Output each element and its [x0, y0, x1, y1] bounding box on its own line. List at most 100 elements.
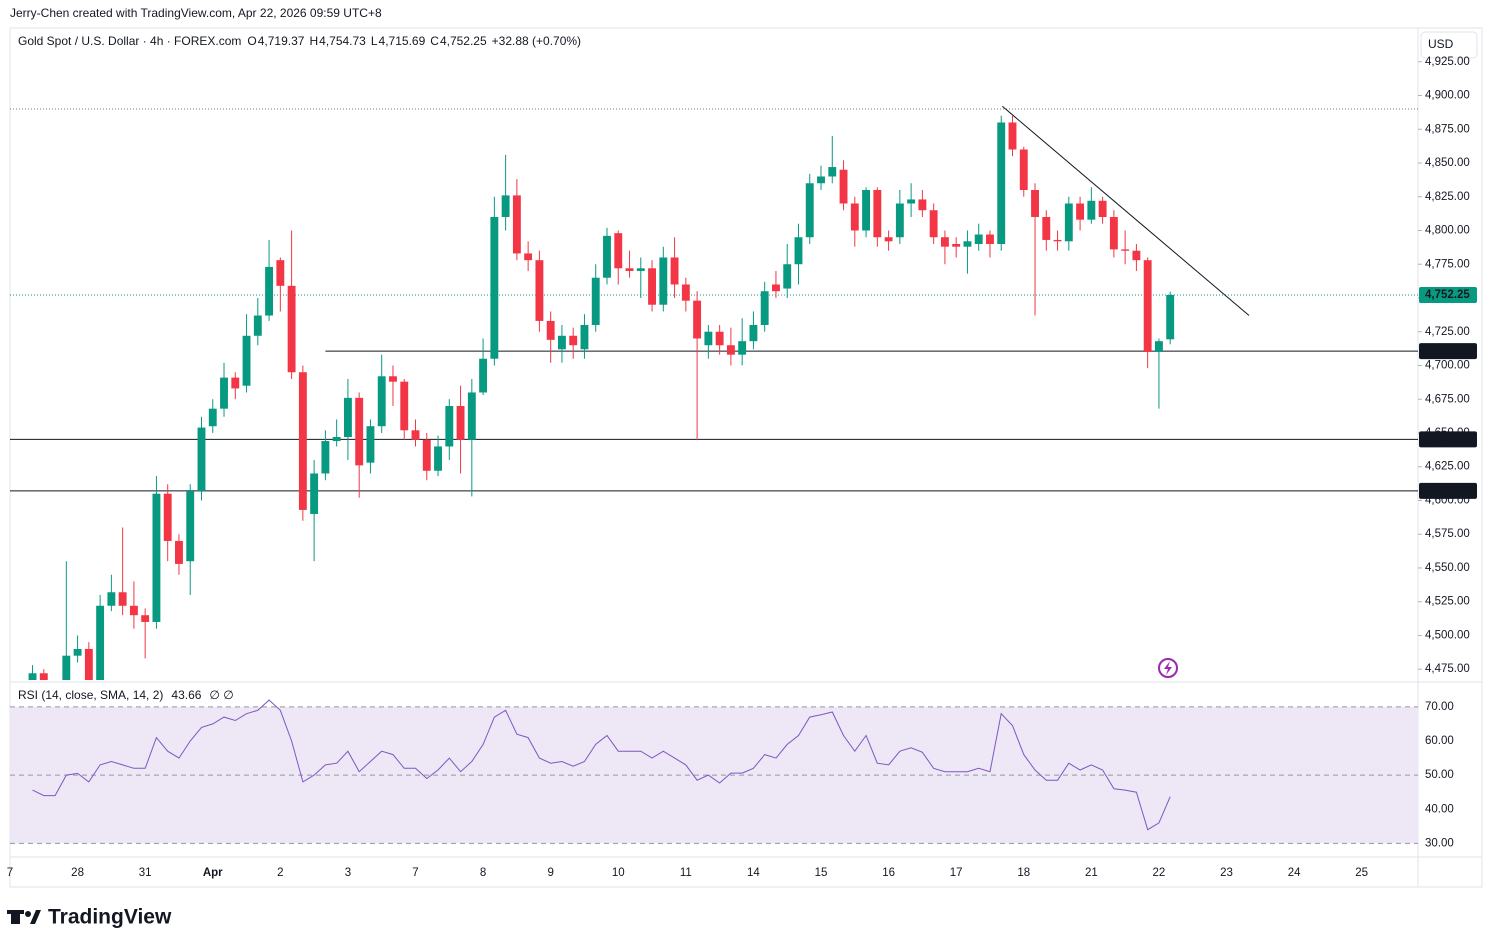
candle-body — [524, 253, 533, 261]
y-tick-label: 4,875.00 — [1425, 123, 1470, 135]
legend-value: 4,752.25 — [440, 34, 487, 48]
candle-body — [873, 189, 882, 238]
header: Jerry-Chen created with TradingView.com,… — [10, 6, 382, 20]
candle-body — [580, 324, 589, 350]
candle-body — [681, 284, 690, 301]
x-tick-label: Apr — [203, 867, 223, 879]
price-tag — [1419, 482, 1477, 499]
candle-body — [490, 216, 499, 359]
candle-body — [208, 408, 217, 427]
x-tick-label: 2 — [277, 867, 283, 879]
candle-body — [603, 235, 611, 278]
candle-body — [726, 345, 735, 355]
x-tick-label: 24 — [1288, 867, 1301, 879]
symbol: Gold Spot / U.S. Dollar · 4h · FOREX.com — [18, 34, 241, 48]
candle-body — [400, 381, 409, 431]
candle-body — [963, 241, 972, 247]
candle-body — [1154, 341, 1163, 352]
rsi-tick-label: 50.00 — [1425, 769, 1454, 781]
legend-value: 4,754.73 — [319, 34, 366, 48]
candle-body — [1019, 149, 1028, 190]
candle-body — [918, 199, 927, 211]
y-tick-label: 4,775.00 — [1425, 258, 1470, 270]
x-tick-label: 3 — [345, 867, 351, 879]
x-tick-label: 18 — [1017, 867, 1030, 879]
candle-body — [1121, 249, 1130, 251]
y-tick-label: 4,500.00 — [1425, 629, 1470, 641]
x-tick-label: 17 — [950, 867, 963, 879]
candle-body — [253, 315, 262, 336]
candle-body — [129, 605, 138, 616]
candle-body — [1064, 203, 1073, 242]
price-tag-label: 4,710.67 — [1425, 345, 1470, 357]
candle-body — [456, 405, 465, 440]
candle-body — [839, 169, 848, 204]
candle-body — [986, 234, 994, 244]
candle-body — [805, 183, 814, 238]
price-tag — [1419, 286, 1477, 303]
x-tick-label: 25 — [1355, 867, 1368, 879]
candle-body — [287, 285, 296, 373]
price-tag-label: 4,607.10 — [1425, 485, 1470, 497]
y-tick-label: 4,525.00 — [1425, 596, 1470, 608]
candle-body — [467, 392, 476, 440]
y-tick-label: 4,800.00 — [1425, 225, 1470, 237]
x-tick-label: 7 — [412, 867, 418, 879]
lightning-icon — [1158, 658, 1178, 678]
candle-body — [39, 673, 48, 680]
y-tick-label: 4,575.00 — [1425, 528, 1470, 540]
candle-body — [535, 260, 544, 321]
currency-button[interactable] — [1420, 31, 1478, 59]
candle-body — [298, 372, 307, 510]
legend-value: 4,719.37 — [258, 34, 305, 48]
y-tick-label: 4,475.00 — [1425, 663, 1470, 675]
rsi-tick-label: 30.00 — [1425, 837, 1454, 849]
y-tick-label: 4,825.00 — [1425, 191, 1470, 203]
candle-body — [862, 189, 871, 231]
candle-body — [445, 405, 454, 447]
currency[interactable]: USD — [1428, 37, 1454, 51]
candle-body — [715, 331, 724, 346]
candle-body — [411, 430, 420, 440]
candle-body — [220, 377, 228, 409]
x-tick-label: 10 — [612, 867, 625, 879]
candle-body — [929, 210, 938, 238]
candle-body — [794, 237, 803, 265]
rsi-extra: ∅ ∅ — [209, 688, 233, 702]
candle-body — [1076, 203, 1085, 220]
y-tick-label: 4,900.00 — [1425, 90, 1470, 102]
candle-body — [828, 167, 837, 177]
candle-body — [73, 648, 82, 656]
rsi-value: 43.66 — [171, 688, 201, 702]
candle-body — [772, 284, 780, 292]
candle-body — [704, 331, 713, 346]
legend-key: O — [247, 34, 256, 48]
candle-body — [62, 655, 71, 680]
price-tag-label: 4,645.28 — [1425, 433, 1470, 445]
x-tick-label: 28 — [71, 867, 84, 879]
candle-body — [141, 615, 150, 622]
y-tick-label: 4,850.00 — [1425, 157, 1470, 169]
logo — [7, 910, 41, 924]
candle-body — [355, 397, 364, 466]
price-tag-label: 4,752.25 — [1425, 289, 1470, 301]
candle-body — [479, 358, 488, 393]
candle-body — [231, 377, 240, 389]
candle-body — [546, 320, 555, 340]
candle-body — [1031, 189, 1039, 217]
candle-body — [670, 257, 679, 285]
candle-body — [1098, 200, 1107, 217]
candle-body — [783, 264, 792, 289]
legend-value: 4,715.69 — [379, 34, 426, 48]
candle-body — [186, 491, 195, 562]
candle-body — [817, 176, 825, 184]
candle-body — [118, 592, 127, 606]
candle-body — [1109, 216, 1118, 250]
legend-key: L — [371, 34, 378, 48]
candle-body — [1008, 122, 1017, 150]
candle-body — [332, 437, 341, 442]
trend-line — [1002, 105, 1250, 316]
candle-body — [276, 260, 285, 286]
x-tick-label: 23 — [1220, 867, 1233, 879]
